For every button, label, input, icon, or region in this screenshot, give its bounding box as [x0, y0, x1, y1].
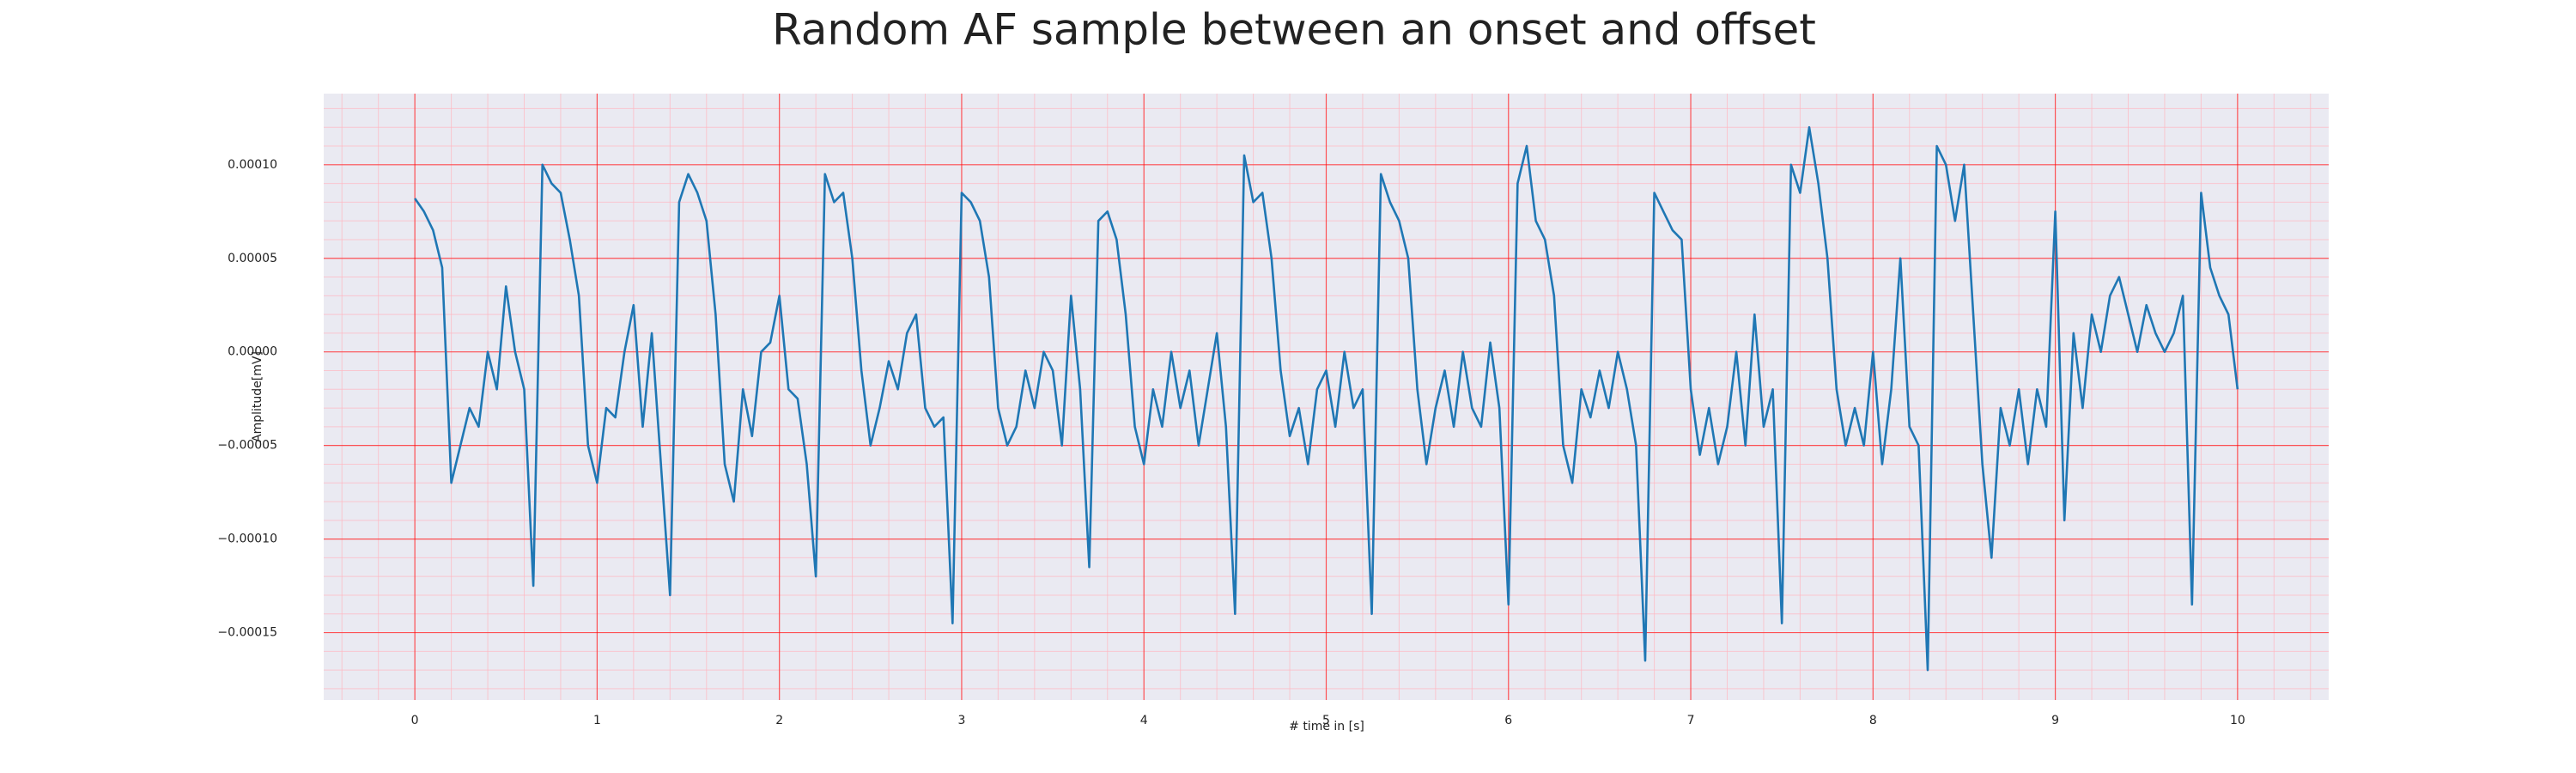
y-tick-label: −0.00010 — [217, 533, 277, 546]
x-tick-label: 3 — [957, 714, 965, 727]
x-tick-label: 8 — [1869, 714, 1877, 727]
y-tick-label: 0.00005 — [228, 252, 277, 265]
x-tick-label: 1 — [593, 714, 601, 727]
x-tick-label: 4 — [1140, 714, 1148, 727]
x-tick-label: 7 — [1687, 714, 1695, 727]
y-axis-label: Amplitude[mV] — [251, 351, 264, 442]
y-tick-label: 0.00010 — [228, 158, 277, 172]
x-tick-label: 6 — [1504, 714, 1512, 727]
x-tick-label: 5 — [1322, 714, 1330, 727]
y-tick-label: 0.00000 — [228, 345, 277, 359]
x-tick-label: 9 — [2051, 714, 2059, 727]
y-tick-label: −0.00015 — [217, 626, 277, 640]
y-tick-label: −0.00005 — [217, 439, 277, 453]
x-axis-label: # time in [s] — [1289, 720, 1364, 733]
chart-title: Random AF sample between an onset and of… — [772, 5, 1816, 55]
x-tick-label: 10 — [2230, 714, 2245, 727]
x-tick-label: 2 — [775, 714, 783, 727]
signal-line — [414, 125, 2239, 672]
x-tick-label: 0 — [411, 714, 419, 727]
